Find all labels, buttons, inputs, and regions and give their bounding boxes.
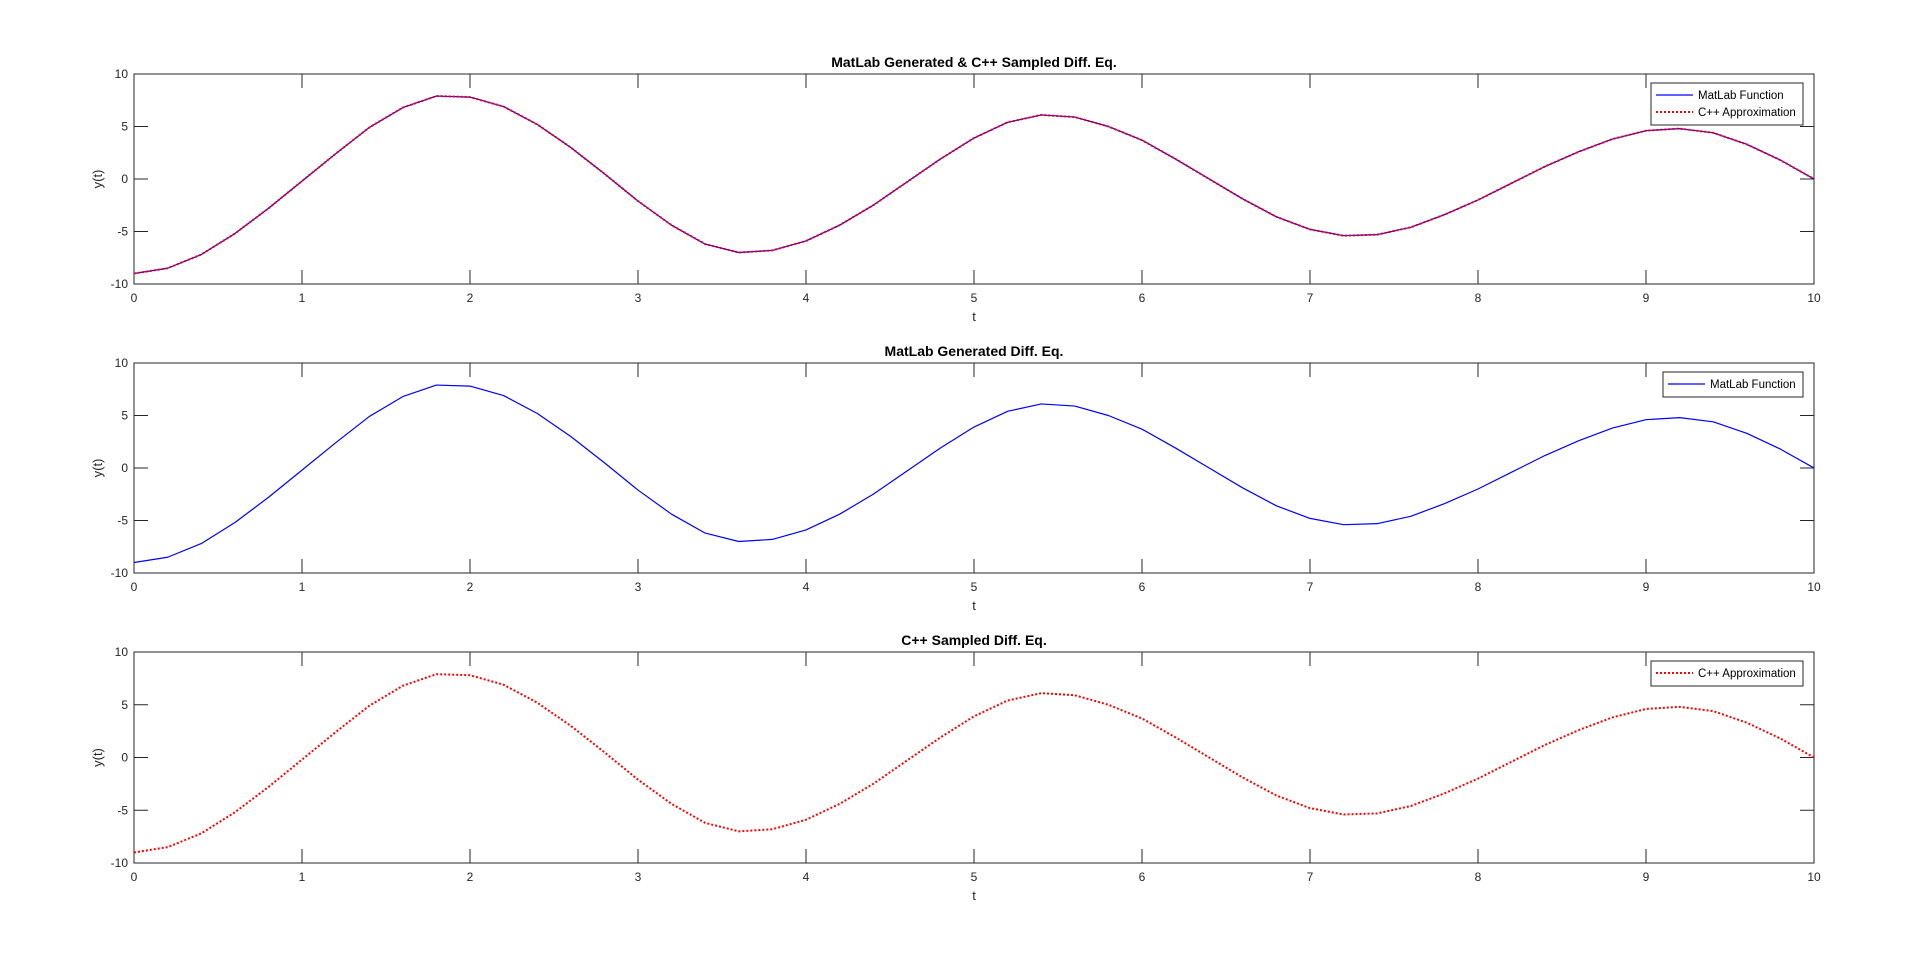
x-tick-label: 7: [1307, 870, 1314, 884]
y-tick-label: 0: [121, 751, 128, 765]
x-tick-label: 7: [1307, 291, 1314, 305]
y-tick-label: 5: [121, 120, 128, 134]
y-tick-label: 10: [115, 356, 129, 370]
y-axis-label: y(t): [90, 170, 105, 189]
x-tick-label: 6: [1139, 870, 1146, 884]
y-tick-label: 5: [121, 698, 128, 712]
y-tick-label: -5: [117, 225, 128, 239]
x-tick-label: 7: [1307, 580, 1314, 594]
legend-entry-label: MatLab Function: [1698, 90, 1784, 102]
legend-entry-label: C++ Approximation: [1698, 107, 1796, 119]
legend-entry-label: MatLab Function: [1710, 379, 1796, 391]
subplot-1: 0 1 2 3 4 5 6 7 8 9 10 10 5 0 -5 -10 MatLab Generated & …: [90, 54, 1821, 324]
x-tick-label: 6: [1139, 580, 1146, 594]
x-tick-label: 5: [971, 291, 978, 305]
axes-box: [133, 73, 1815, 285]
y-tick-label: -10: [111, 277, 129, 291]
x-tick-label: 4: [803, 291, 810, 305]
y-tick-label: 5: [121, 409, 128, 423]
x-tick-label: 2: [467, 291, 474, 305]
x-tick-label: 1: [299, 291, 306, 305]
series-line-matlab-function: [134, 384, 1814, 564]
x-tick-label: 5: [971, 870, 978, 884]
x-tick-label: 8: [1475, 870, 1482, 884]
x-tick-label: 10: [1807, 870, 1821, 884]
x-axis-label: t: [972, 598, 976, 613]
legend-box: [1662, 371, 1804, 398]
legend-box: [1650, 82, 1804, 126]
series-line-c-approximation: [134, 673, 1814, 854]
x-tick-label: 2: [467, 580, 474, 594]
subplot-2: 0 1 2 3 4 5 6 7 8 9 10 10 5 0 -5 -10 MatLab Generated Di…: [90, 343, 1821, 613]
x-tick-label: 0: [131, 870, 138, 884]
y-tick-label: 0: [121, 172, 128, 186]
legend: MatLab Function C++ Approximation: [1650, 82, 1804, 126]
x-tick-label: 6: [1139, 291, 1146, 305]
y-tick-label: 0: [121, 461, 128, 475]
x-tick-label: 9: [1643, 580, 1650, 594]
x-axis-label: t: [972, 888, 976, 903]
x-tick-label: 9: [1643, 870, 1650, 884]
x-tick-label: 4: [803, 580, 810, 594]
x-tick-label: 5: [971, 580, 978, 594]
y-axis-label: y(t): [90, 459, 105, 478]
y-tick-label: -5: [117, 803, 128, 817]
legend-entry-label: C++ Approximation: [1698, 668, 1796, 680]
x-tick-label: 8: [1475, 580, 1482, 594]
x-axis-label: t: [972, 309, 976, 324]
y-tick-label: -10: [111, 856, 129, 870]
y-tick-label: -10: [111, 566, 129, 580]
x-tick-label: 3: [635, 580, 642, 594]
x-tick-label: 8: [1475, 291, 1482, 305]
y-tick-label: -5: [117, 514, 128, 528]
chart-title: MatLab Generated & C++ Sampled Diff. Eq.: [831, 54, 1117, 70]
subplot-3: 0 1 2 3 4 5 6 7 8 9 10 10 5 0 -5 -10 C++ Sampled Diff. E…: [90, 632, 1821, 903]
x-tick-label: 0: [131, 291, 138, 305]
chart-title: C++ Sampled Diff. Eq.: [901, 632, 1046, 648]
x-tick-label: 3: [635, 870, 642, 884]
x-tick-label: 9: [1643, 291, 1650, 305]
x-tick-label: 4: [803, 870, 810, 884]
y-tick-label: 10: [115, 645, 129, 659]
y-axis-label: y(t): [90, 748, 105, 767]
x-tick-label: 0: [131, 580, 138, 594]
x-tick-label: 10: [1807, 580, 1821, 594]
y-tick-label: 10: [115, 67, 129, 81]
x-tick-label: 2: [467, 870, 474, 884]
x-tick-label: 1: [299, 580, 306, 594]
x-tick-label: 1: [299, 870, 306, 884]
axes-box: [133, 651, 1815, 864]
series-line-c-approximation: [134, 95, 1814, 275]
axes-box: [133, 362, 1815, 574]
legend: C++ Approximation: [1650, 660, 1804, 687]
chart-title: MatLab Generated Diff. Eq.: [885, 343, 1064, 359]
legend: MatLab Function: [1662, 371, 1804, 398]
x-tick-label: 3: [635, 291, 642, 305]
x-tick-label: 10: [1807, 291, 1821, 305]
